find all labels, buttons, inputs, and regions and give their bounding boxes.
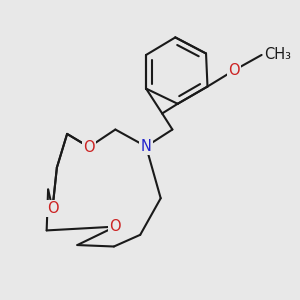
Text: O: O — [47, 201, 58, 216]
Text: O: O — [110, 219, 121, 234]
Text: O: O — [83, 140, 95, 154]
Text: CH₃: CH₃ — [265, 47, 292, 62]
Text: N: N — [141, 139, 152, 154]
Text: O: O — [228, 63, 240, 78]
